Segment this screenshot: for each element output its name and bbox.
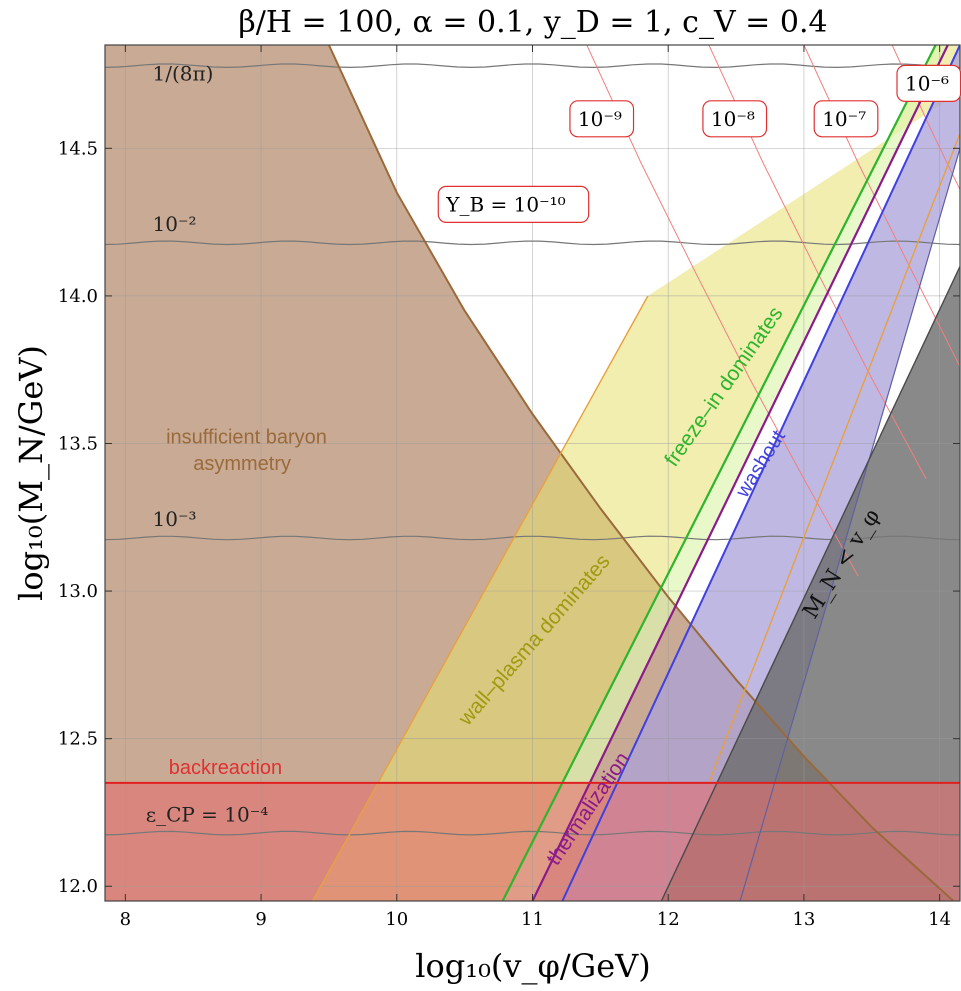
epsilon-cp-contour	[105, 63, 960, 69]
thermalization-line	[531, 45, 949, 901]
y-tick-label: 14.0	[58, 286, 98, 307]
epsilon-cp-contour	[105, 830, 960, 836]
mn-vphi-edge	[660, 266, 960, 901]
epsilon-cp-label: 1/(8π)	[153, 61, 214, 85]
label-backreaction: backreaction	[169, 757, 282, 779]
yb-contour	[586, 45, 859, 577]
freeze-in-line	[501, 45, 937, 901]
y-tick-label: 14.5	[58, 138, 98, 159]
washout-lower-edge	[739, 148, 960, 901]
x-tick-label: 14	[928, 909, 951, 930]
epsilon-cp-label: 10⁻²	[153, 212, 197, 236]
y-tick-label: 12.5	[58, 729, 98, 750]
yb-label: 10⁻⁷	[822, 107, 866, 131]
yb-label-box	[437, 185, 590, 223]
washout-line	[561, 45, 960, 901]
yb-1e-10-boundary	[327, 45, 955, 901]
label-asymmetry: asymmetry	[193, 453, 291, 475]
x-tick-label: 12	[657, 909, 680, 930]
y-tick-label: 12.0	[58, 876, 98, 897]
epsilon-cp-contour	[105, 240, 960, 246]
epsilon-cp-contour	[105, 535, 960, 541]
region-wall-plasma-dominates	[312, 45, 960, 901]
yb-label: 10⁻⁶	[905, 71, 949, 95]
region-freeze-in-dominates	[502, 45, 948, 901]
yb-label: 10⁻⁹	[578, 107, 622, 131]
wall-plasma-left-edge	[311, 295, 649, 901]
x-tick-label: 8	[120, 909, 131, 930]
yb-label-box	[702, 100, 768, 138]
x-axis-label: log₁₀(v_φ/GeV)	[415, 947, 650, 985]
y-axis-label: log₁₀(M_N/GeV)	[12, 345, 50, 601]
chart-title: β/H = 100, α = 0.1, y_D = 1, c_V = 0.4	[238, 5, 827, 40]
label-insufficient-baryon: insufficient baryon	[166, 426, 327, 448]
wall-plasma-right-edge	[708, 133, 960, 784]
yb-label-box	[813, 100, 879, 138]
yb-label: 10⁻⁸	[711, 107, 755, 131]
yb-label-box	[569, 100, 635, 138]
x-tick-label: 13	[792, 909, 815, 930]
y-tick-label: 13.5	[58, 433, 98, 454]
y-tick-label: 13.0	[58, 581, 98, 602]
epsilon-cp-label: 10⁻³	[153, 507, 197, 531]
epsilon-cp-label: ε_CP = 10⁻⁴	[146, 802, 269, 826]
x-tick-label: 9	[255, 909, 266, 930]
x-tick-label: 10	[385, 909, 408, 930]
yb-label: Y_B = 10⁻¹⁰	[445, 192, 565, 216]
x-tick-label: 11	[521, 909, 544, 930]
